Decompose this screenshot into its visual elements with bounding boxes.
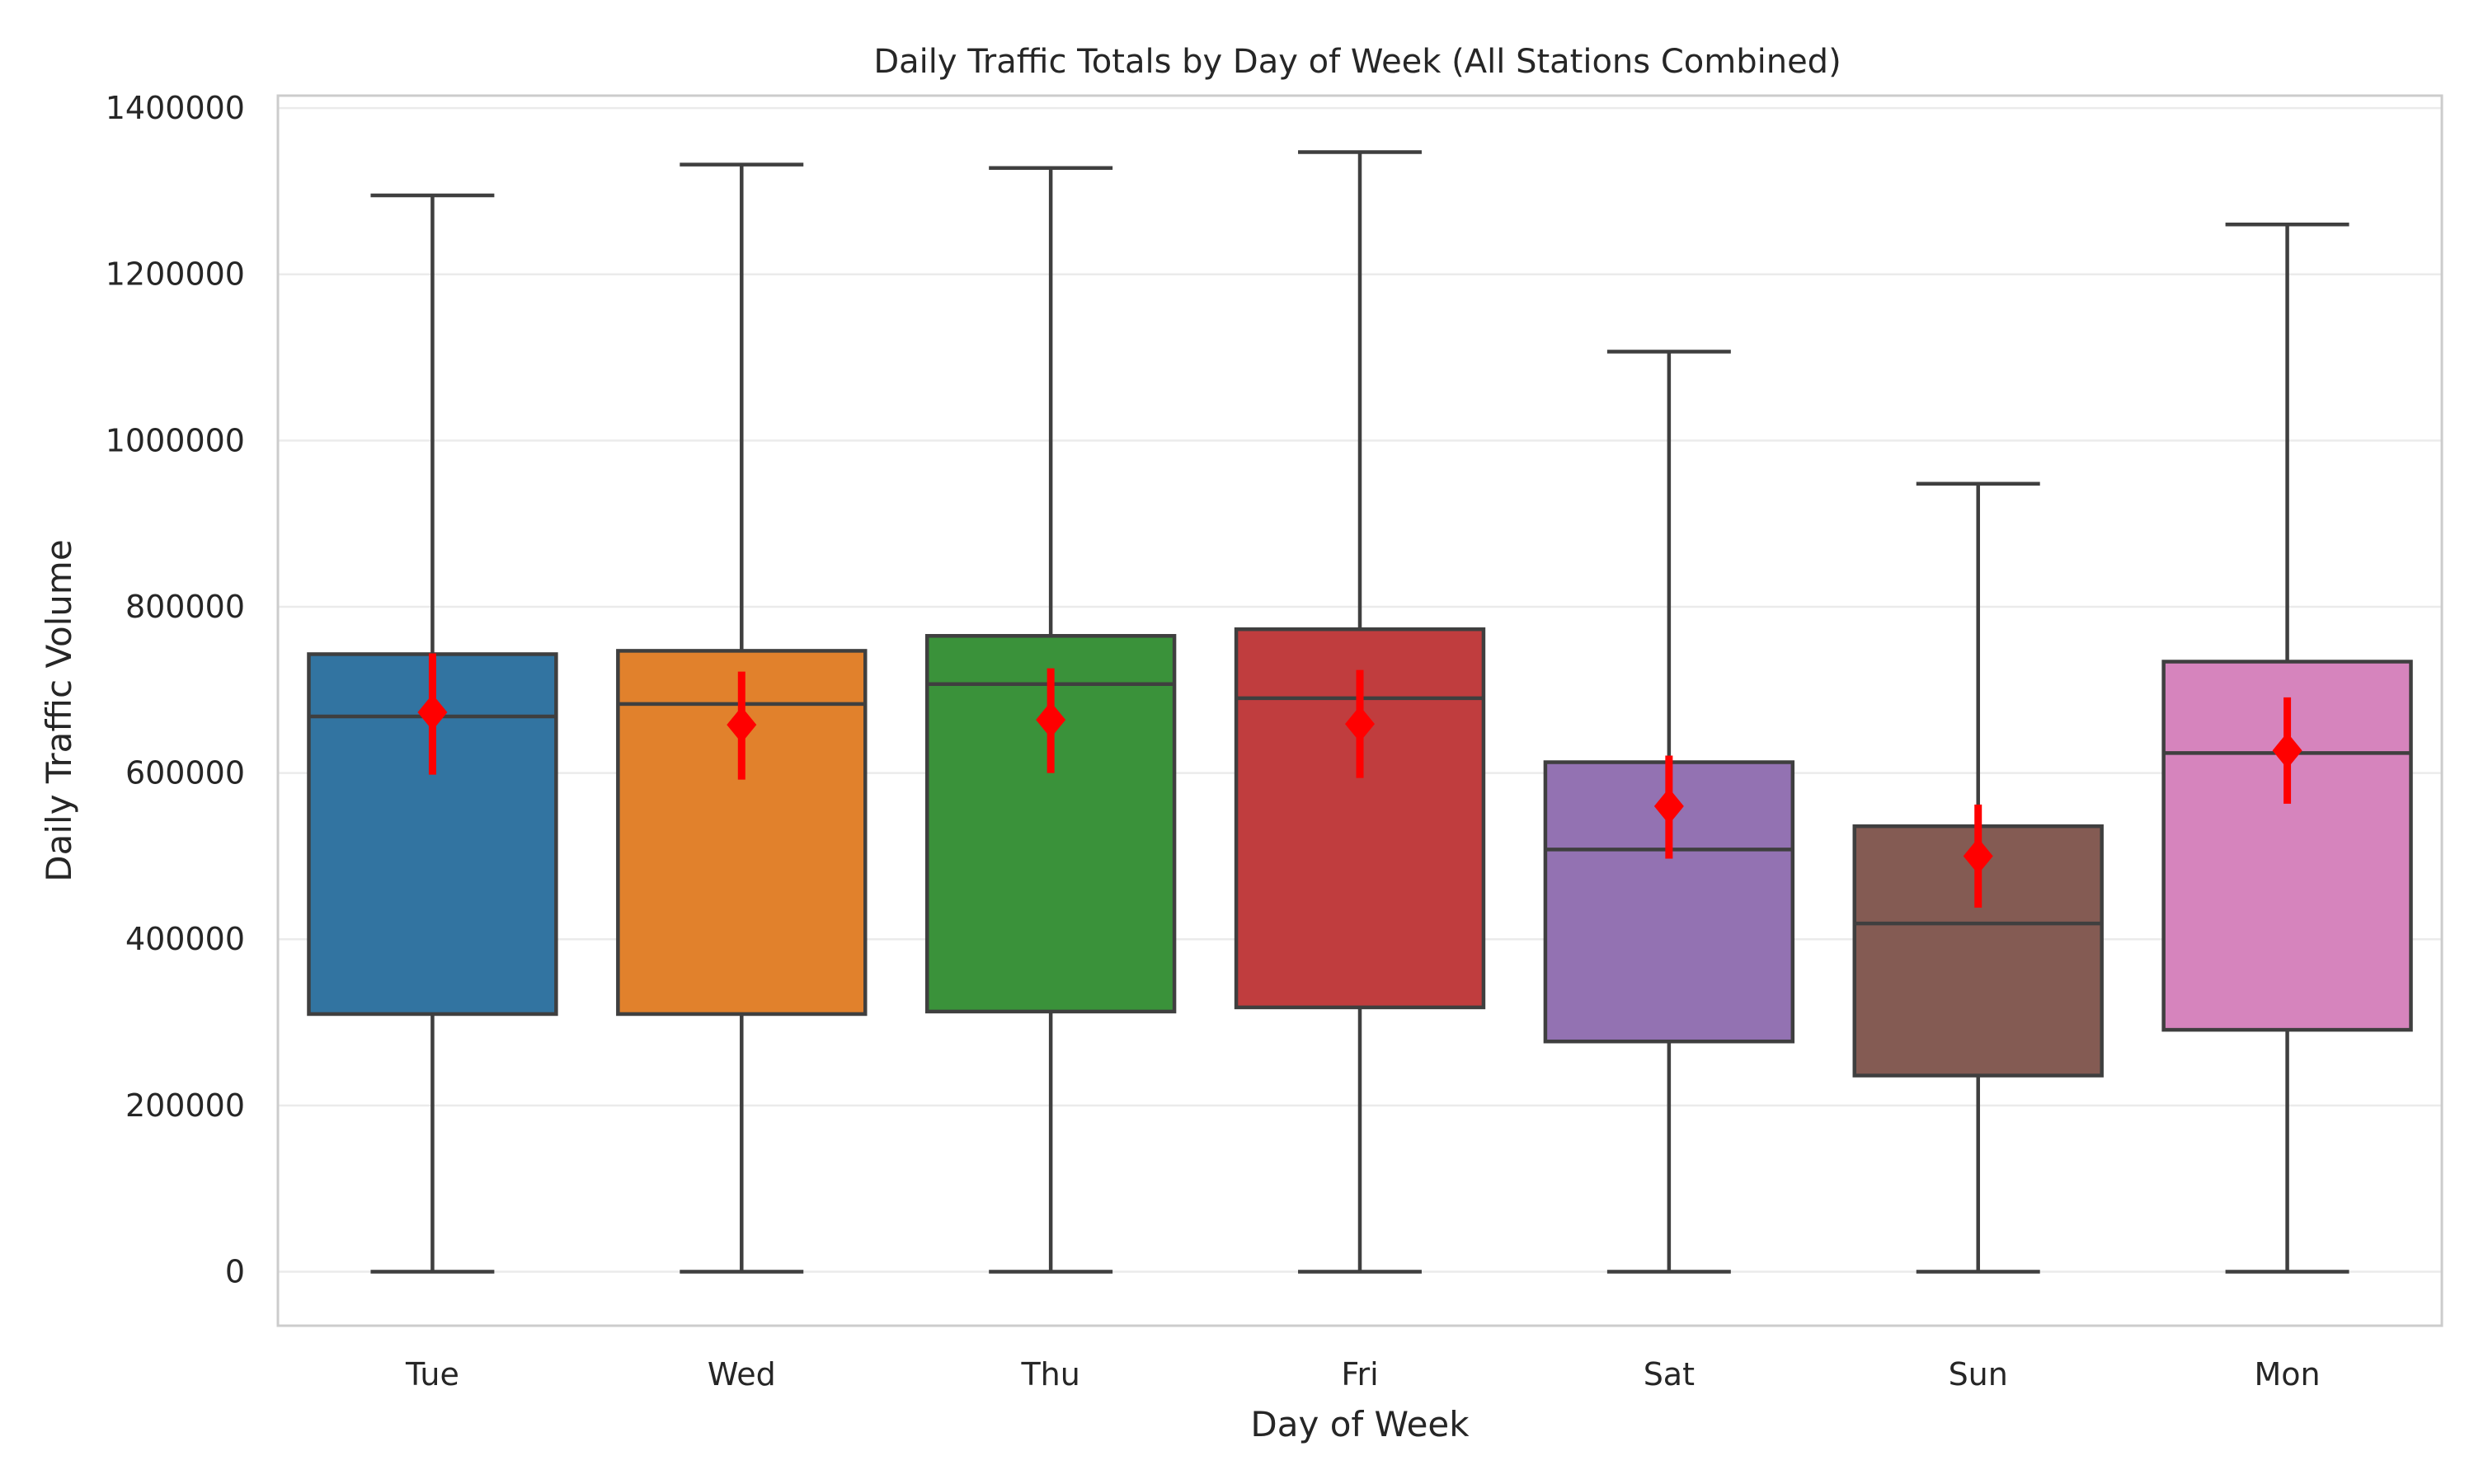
mean-marker	[417, 694, 448, 731]
y-tick-label: 1200000	[106, 256, 245, 293]
y-tick-label: 200000	[125, 1087, 245, 1124]
x-tick-label: Sun	[1949, 1356, 2008, 1392]
y-tick-labels: 0 200000 400000 600000 800000 1000000 1200000 1…	[106, 90, 245, 1289]
box-fri	[1234, 150, 1486, 1274]
mean-marker	[1963, 838, 1993, 875]
y-tick-label: 1000000	[106, 422, 245, 458]
x-tick-label: Wed	[708, 1356, 776, 1392]
x-tick-label: Sat	[1644, 1356, 1695, 1392]
x-tick-label: Mon	[2255, 1356, 2321, 1392]
box-sun	[1852, 481, 2104, 1274]
plot-frame	[276, 94, 2443, 1327]
x-axis-label: Day of Week	[1250, 1404, 1470, 1444]
mean-marker	[1653, 787, 1684, 824]
box-thu	[924, 166, 1177, 1274]
box-sat	[1543, 350, 1795, 1274]
mean-marker	[1345, 706, 1375, 743]
y-tick-label: 0	[225, 1253, 245, 1289]
x-tick-label: Tue	[405, 1356, 459, 1392]
y-tick-label: 400000	[125, 921, 245, 957]
mean-marker	[2272, 732, 2302, 769]
x-tick-label: Thu	[1020, 1356, 1079, 1392]
mean-marker	[727, 707, 757, 744]
y-tick-label: 600000	[125, 755, 245, 791]
chart-title: Daily Traffic Totals by Day of Week (All…	[873, 43, 1841, 81]
y-tick-label: 800000	[125, 589, 245, 625]
mean-marker	[1036, 702, 1066, 739]
x-tick-label: Fri	[1341, 1356, 1378, 1392]
box-mon	[2161, 223, 2413, 1274]
y-axis-label: Daily Traffic Volume	[39, 539, 79, 881]
x-tick-labels: Tue Wed Thu Fri Sat Sun Mon	[405, 1356, 2321, 1392]
y-tick-label: 1400000	[106, 90, 245, 126]
box-series	[307, 150, 2413, 1274]
box-tue	[307, 193, 558, 1274]
box-wed	[616, 162, 868, 1274]
